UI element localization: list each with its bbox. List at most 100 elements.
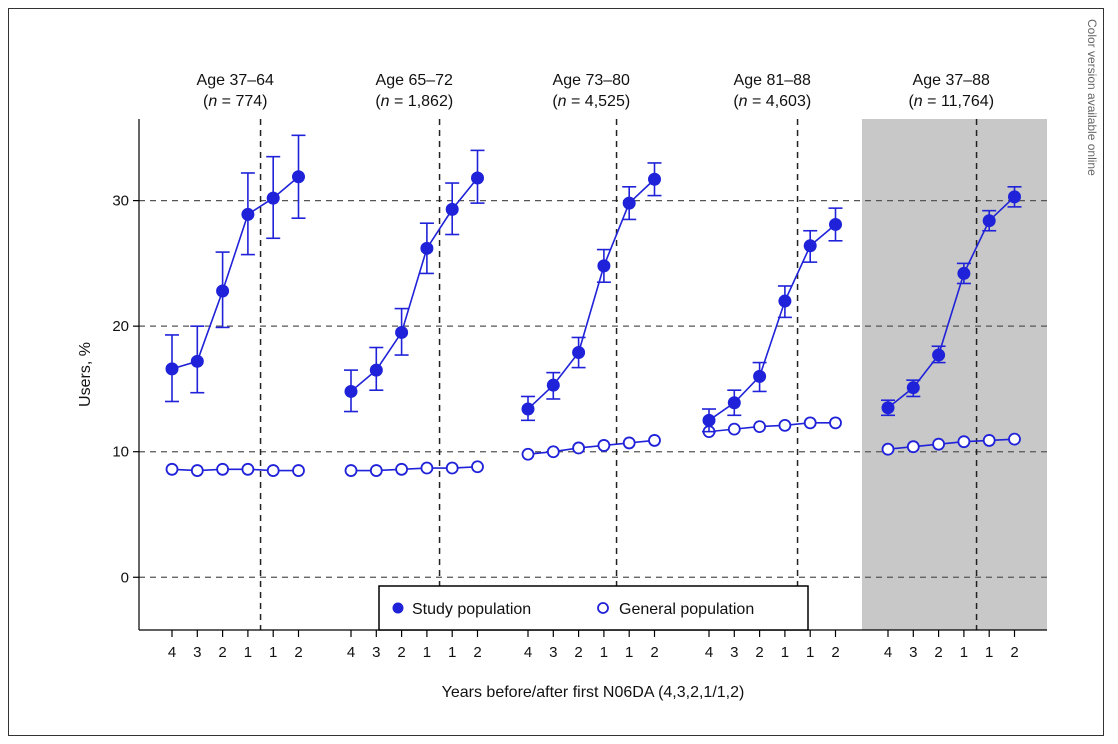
panel-n-label: (n = 1,862) bbox=[375, 93, 453, 110]
x-tick-label: 2 bbox=[397, 644, 405, 661]
x-tick-label: 4 bbox=[705, 644, 713, 661]
legend-marker-study bbox=[392, 602, 404, 614]
study-population-point bbox=[546, 378, 560, 392]
panel-title: Age 37–64 bbox=[197, 72, 275, 89]
x-tick-label: 1 bbox=[423, 644, 431, 661]
panel-n-label: (n = 4,603) bbox=[733, 93, 811, 110]
study-population-point bbox=[1008, 190, 1021, 204]
study-population-point bbox=[753, 369, 767, 383]
x-tick-label: 1 bbox=[960, 644, 968, 661]
general-population-point bbox=[622, 436, 636, 450]
study-population-point bbox=[420, 241, 434, 255]
x-tick-label: 2 bbox=[934, 644, 942, 661]
study-population-point bbox=[344, 384, 358, 398]
panel-5: Age 37–88(n = 11,764)4 3 2 1 1 2 bbox=[881, 72, 1022, 661]
study-population-point bbox=[266, 191, 280, 205]
x-tick-label: 2 bbox=[218, 644, 226, 661]
panel-n-label: (n = 774) bbox=[203, 93, 268, 110]
general-population-point bbox=[241, 462, 255, 476]
legend-marker-general bbox=[597, 602, 609, 614]
study-population-line bbox=[171, 176, 300, 370]
general-population-point bbox=[369, 464, 383, 477]
x-tick-label: 4 bbox=[524, 644, 532, 661]
study-population-point bbox=[906, 381, 920, 395]
study-population-point bbox=[597, 259, 611, 273]
study-population-point bbox=[471, 171, 484, 185]
study-population-point bbox=[778, 294, 792, 308]
study-population-point bbox=[369, 363, 383, 377]
x-tick-label: 1 bbox=[985, 644, 993, 661]
study-population-point bbox=[445, 202, 459, 216]
general-population-point bbox=[471, 460, 484, 474]
general-population-point bbox=[906, 440, 920, 454]
study-population-point bbox=[982, 214, 996, 228]
x-tick-label: 2 bbox=[755, 644, 763, 661]
general-population-point bbox=[165, 462, 179, 476]
x-axis-title: Years before/after first N06DA (4,3,2,1/… bbox=[442, 684, 745, 701]
study-population-point bbox=[702, 413, 716, 427]
general-population-point bbox=[881, 442, 895, 456]
panel-2: Age 65–72(n = 1,862)4 3 2 1 1 2 bbox=[344, 72, 485, 661]
general-population-point bbox=[420, 461, 434, 475]
panel-title: Age 65–72 bbox=[376, 72, 454, 89]
side-note: Color version available online bbox=[1085, 19, 1099, 176]
study-population-point bbox=[957, 266, 971, 280]
study-population-point bbox=[829, 217, 842, 231]
general-population-point bbox=[266, 464, 280, 477]
general-population-point bbox=[344, 464, 358, 477]
general-population-point bbox=[1008, 432, 1021, 446]
y-tick-label: 10 bbox=[112, 444, 129, 461]
x-tick-label: 1 bbox=[269, 644, 277, 661]
x-tick-label: 3 bbox=[909, 644, 917, 661]
x-tick-label: 4 bbox=[884, 644, 892, 661]
study-population-point bbox=[241, 207, 255, 221]
general-population-point bbox=[216, 462, 230, 476]
general-population-point bbox=[829, 416, 842, 430]
general-population-point bbox=[521, 447, 535, 461]
x-tick-label: 3 bbox=[549, 644, 557, 661]
x-tick-label: 2 bbox=[294, 644, 302, 661]
x-tick-label: 1 bbox=[244, 644, 252, 661]
y-axis-title: Users, % bbox=[77, 342, 94, 407]
panel-n-label: (n = 11,764) bbox=[908, 93, 994, 110]
y-tick-label: 0 bbox=[121, 569, 129, 586]
panel-n-label: (n = 4,525) bbox=[552, 93, 630, 110]
x-tick-label: 4 bbox=[347, 644, 355, 661]
study-population-point bbox=[727, 396, 741, 410]
general-population-point bbox=[597, 439, 611, 452]
study-population-point bbox=[521, 402, 535, 416]
figure-frame: 0 10 20 30 Users, % Age 37–64 (n = 774) 4 3 2 1 1 2 A… bbox=[8, 8, 1104, 736]
x-tick-label: 3 bbox=[372, 644, 380, 661]
x-tick-label: 2 bbox=[1010, 644, 1018, 661]
x-tick-label: 3 bbox=[193, 644, 201, 661]
study-population-point bbox=[622, 196, 636, 210]
general-population-point bbox=[292, 464, 305, 477]
x-tick-label: 2 bbox=[473, 644, 481, 661]
x-tick-label: 3 bbox=[730, 644, 738, 661]
general-population-point bbox=[778, 418, 792, 432]
panel-4: Age 81–88(n = 4,603)4 3 2 1 1 2 bbox=[702, 72, 843, 661]
study-population-point bbox=[216, 284, 230, 298]
x-tick-label: 1 bbox=[806, 644, 814, 661]
legend-label-study: Study population bbox=[412, 601, 531, 618]
study-population-point bbox=[395, 325, 409, 339]
general-population-point bbox=[727, 422, 741, 436]
study-population-point bbox=[803, 239, 817, 253]
x-tick-label: 1 bbox=[625, 644, 633, 661]
general-population-point bbox=[572, 441, 585, 455]
x-tick-label: 4 bbox=[168, 644, 176, 661]
general-population-point bbox=[546, 445, 560, 459]
panel-title: Age 73–80 bbox=[553, 72, 631, 89]
panel-title: Age 81–88 bbox=[734, 72, 812, 89]
shaded-panel-background bbox=[862, 119, 1047, 630]
y-tick-label: 30 bbox=[112, 193, 129, 210]
panel-title: Age 37–88 bbox=[913, 72, 991, 89]
legend-box bbox=[378, 585, 809, 631]
x-tick-label: 2 bbox=[574, 644, 582, 661]
general-population-point bbox=[395, 462, 409, 476]
study-population-point bbox=[648, 172, 661, 186]
study-population-point bbox=[165, 362, 179, 376]
general-population-point bbox=[803, 416, 817, 430]
x-tick-label: 1 bbox=[448, 644, 456, 661]
general-population-point bbox=[932, 437, 945, 451]
